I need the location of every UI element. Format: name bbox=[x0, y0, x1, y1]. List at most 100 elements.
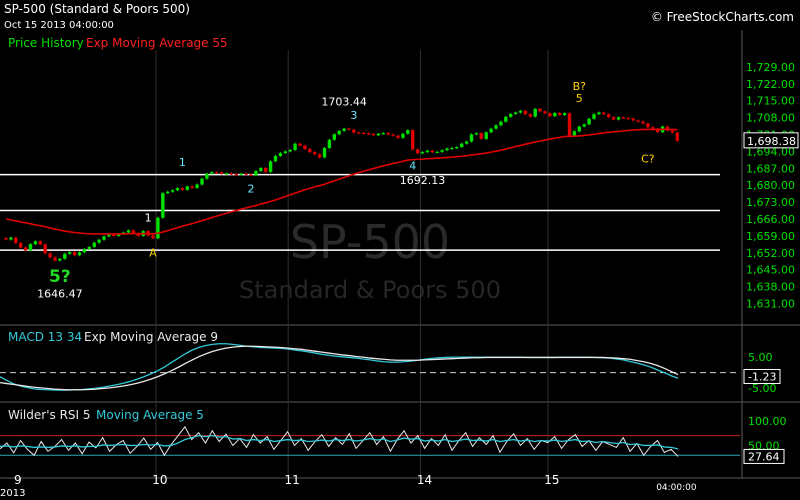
price-candle bbox=[4, 238, 8, 240]
price-candle bbox=[43, 244, 47, 254]
price-candle bbox=[14, 237, 18, 244]
price-candle bbox=[651, 127, 655, 129]
price-tick-label: 1,729.00 bbox=[746, 61, 795, 74]
watermark-symbol: SP-500 bbox=[290, 215, 450, 269]
price-candle bbox=[621, 117, 626, 119]
wave-label: C? bbox=[641, 152, 655, 165]
price-candle bbox=[293, 143, 297, 150]
price-candle bbox=[317, 154, 322, 158]
x-axis-labels: 9 10 11 14 15 04:00:00 bbox=[14, 473, 697, 493]
brand-link[interactable]: © FreeStockCharts.com bbox=[650, 10, 794, 24]
price-candle bbox=[646, 123, 650, 128]
price-candle bbox=[391, 134, 395, 136]
price-candle bbox=[92, 242, 96, 248]
price-tick-label: 1,666.00 bbox=[746, 213, 795, 226]
price-candle bbox=[48, 253, 52, 258]
price-candle bbox=[376, 133, 381, 136]
price-candle bbox=[592, 114, 596, 119]
price-candle bbox=[636, 120, 640, 122]
rsi-line bbox=[0, 425, 679, 457]
legend-rsi[interactable]: Wilder's RSI 5 bbox=[8, 408, 91, 422]
wave-label: A bbox=[149, 246, 157, 259]
price-tick-label: 1,708.00 bbox=[746, 112, 795, 125]
price-candle bbox=[494, 125, 498, 129]
price-candle bbox=[9, 237, 13, 240]
last-price-label: 1,698.38 bbox=[747, 135, 796, 148]
x-tick-label: 9 bbox=[14, 473, 22, 487]
wave-label: 5? bbox=[49, 267, 71, 287]
y-axis-labels: 1,631.00 1,638.00 1,645.00 1,652.00 1,659.00… bbox=[743, 61, 799, 464]
price-candle bbox=[313, 152, 317, 155]
legend-price-history[interactable]: Price History bbox=[8, 36, 84, 50]
price-candle bbox=[244, 173, 248, 175]
price-candle bbox=[381, 133, 385, 135]
macd-tick-label: -5.00 bbox=[748, 382, 776, 395]
price-candle bbox=[107, 234, 111, 237]
grid-lines bbox=[0, 30, 800, 479]
price-candle bbox=[195, 184, 199, 188]
price-tick-label: 1,673.00 bbox=[746, 196, 795, 209]
price-candle bbox=[626, 118, 630, 120]
ema-55-line bbox=[5, 128, 678, 235]
rsi-value-box bbox=[743, 448, 785, 464]
price-tick-label: 1,652.00 bbox=[746, 247, 795, 260]
price-candle bbox=[631, 118, 635, 121]
price-candle bbox=[499, 121, 503, 126]
price-candle bbox=[445, 148, 449, 151]
rsi-tick-label: 100.00 bbox=[748, 415, 787, 428]
price-candle bbox=[273, 155, 278, 162]
price-candle bbox=[567, 113, 572, 136]
legend-macd-ema[interactable]: Exp Moving Average 9 bbox=[84, 330, 219, 344]
price-candle bbox=[616, 117, 621, 120]
x-tick-label: 14 bbox=[417, 473, 432, 487]
price-candle bbox=[484, 132, 488, 139]
price-candle bbox=[68, 252, 72, 254]
price-candle bbox=[504, 116, 508, 122]
price-candle bbox=[602, 112, 606, 115]
wave-label: 1703.44 bbox=[321, 96, 367, 109]
macd-line bbox=[0, 343, 679, 391]
price-candle bbox=[342, 128, 346, 131]
price-candle bbox=[19, 243, 23, 248]
price-candle bbox=[224, 173, 229, 175]
price-candle bbox=[347, 128, 351, 130]
price-candle bbox=[77, 252, 82, 256]
price-tick-label: 1,680.00 bbox=[746, 179, 795, 192]
price-candle bbox=[210, 172, 214, 174]
price-candle bbox=[97, 239, 101, 243]
price-candle bbox=[72, 252, 77, 256]
price-candle bbox=[415, 149, 420, 154]
price-candle bbox=[23, 247, 28, 251]
price-tick-label: 1,722.00 bbox=[746, 78, 795, 91]
price-candle bbox=[337, 130, 341, 135]
legend-ema-55[interactable]: Exp Moving Average 55 bbox=[86, 36, 228, 50]
price-candle bbox=[523, 110, 528, 115]
price-candle bbox=[322, 148, 327, 158]
price-candle bbox=[215, 172, 219, 174]
wave-label: 1646.47 bbox=[37, 287, 83, 300]
price-tick-label: 1,694.00 bbox=[746, 145, 795, 158]
rsi-value-label: 27.64 bbox=[748, 450, 780, 463]
price-candle bbox=[553, 113, 557, 117]
horizontal-levels bbox=[0, 173, 720, 251]
price-candle bbox=[234, 174, 238, 176]
price-candle bbox=[185, 186, 189, 190]
legend-rsi-ma[interactable]: Moving Average 5 bbox=[96, 408, 204, 422]
legend-macd[interactable]: MACD 13 34 bbox=[8, 330, 83, 344]
price-candle bbox=[161, 193, 165, 218]
price-candle bbox=[28, 244, 33, 251]
macd-signal-line bbox=[0, 345, 679, 391]
price-candle bbox=[406, 130, 410, 134]
price-candle bbox=[420, 152, 425, 154]
price-candle bbox=[665, 126, 670, 131]
price-candle bbox=[538, 108, 542, 112]
last-price-box bbox=[743, 132, 799, 149]
watermark: SP-500 Standard & Poors 500 bbox=[239, 215, 501, 304]
price-candle bbox=[87, 247, 91, 249]
price-candle bbox=[386, 133, 390, 135]
price-candle bbox=[327, 139, 332, 149]
price-candle bbox=[136, 233, 140, 236]
price-candle bbox=[38, 241, 42, 245]
price-candle bbox=[268, 161, 273, 172]
